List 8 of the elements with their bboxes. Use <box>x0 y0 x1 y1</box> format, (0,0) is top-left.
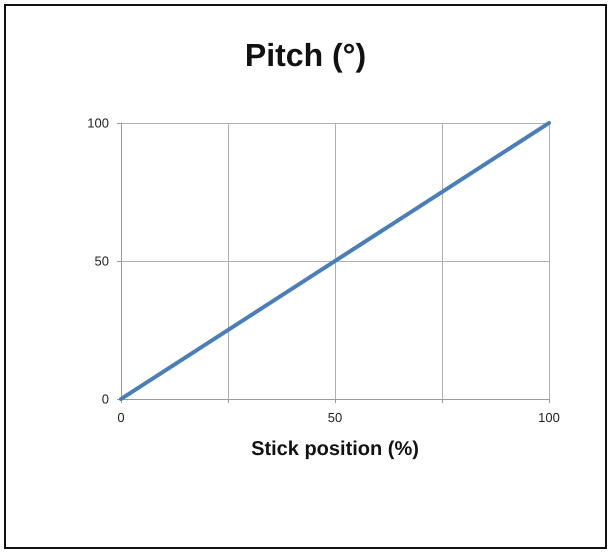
y-tick-label: 0 <box>102 392 109 406</box>
x-tick-label: 50 <box>328 410 342 425</box>
chart-title: Pitch (°) <box>244 37 366 73</box>
x-axis-title: Stick position (%) <box>251 438 419 460</box>
x-tick-label: 100 <box>538 410 560 425</box>
y-tick-label: 50 <box>94 254 109 268</box>
y-tick-label: 100 <box>87 116 109 130</box>
x-tick-label: 0 <box>117 410 125 425</box>
